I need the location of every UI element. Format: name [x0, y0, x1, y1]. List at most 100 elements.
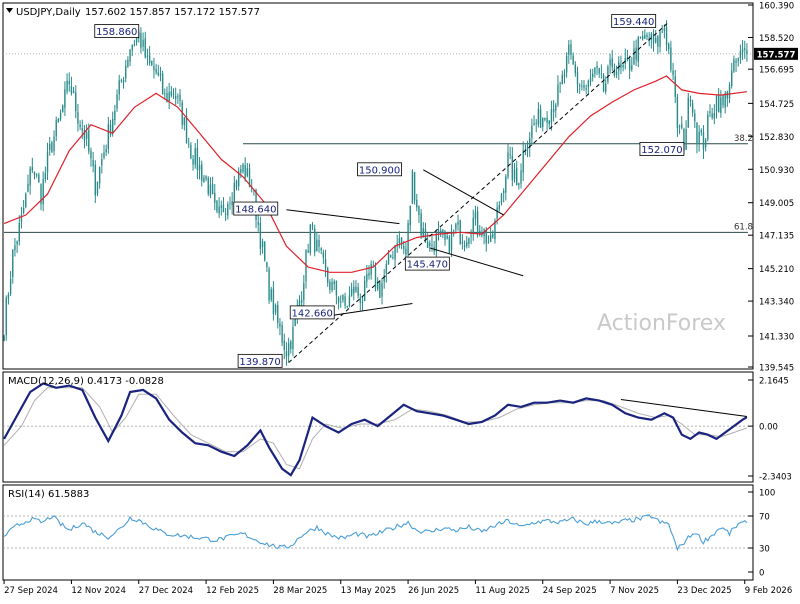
candle: [66, 73, 68, 95]
candle: [735, 58, 737, 73]
candle: [439, 227, 442, 237]
macd-signal-line: [3, 387, 748, 470]
price-callout-label: 159.440: [613, 17, 654, 28]
price-tick-label: 143.340: [759, 298, 794, 308]
price-tick-label: 145.210: [759, 265, 794, 275]
candle: [481, 226, 483, 238]
price-callout-label: 152.070: [641, 145, 682, 156]
candle: [654, 29, 657, 44]
candle: [737, 57, 739, 67]
candle: [416, 193, 418, 212]
candle: [146, 48, 149, 66]
candle: [281, 321, 283, 347]
candle: [322, 249, 325, 265]
candle: [722, 94, 724, 109]
candle: [103, 144, 105, 160]
candle: [290, 339, 292, 354]
last-price-badge: [754, 47, 798, 60]
candle: [359, 293, 361, 311]
candle: [444, 229, 446, 246]
time-tick-label: 13 May 2025: [341, 586, 396, 596]
candle: [685, 120, 687, 151]
candle: [670, 40, 672, 73]
candle: [190, 142, 192, 160]
candle: [587, 79, 590, 96]
candle: [746, 43, 748, 62]
trendlines: [286, 21, 670, 363]
candle: [379, 280, 381, 299]
macd-line: [3, 382, 748, 477]
candle: [390, 254, 392, 258]
candle: [153, 57, 155, 79]
candle: [122, 76, 125, 89]
candle: [502, 188, 505, 203]
candle: [92, 151, 94, 173]
candle: [116, 89, 118, 112]
candle: [68, 72, 70, 92]
candle: [515, 160, 518, 186]
candle: [287, 337, 290, 363]
candle: [600, 64, 603, 79]
candle: [77, 103, 79, 132]
candle: [42, 171, 44, 212]
candle: [48, 136, 51, 156]
candle: [652, 29, 655, 52]
candle: [631, 56, 633, 72]
price-tick-label: 149.005: [759, 199, 794, 209]
candle: [713, 104, 716, 125]
candle: [429, 240, 431, 252]
candle: [114, 104, 116, 126]
candle: [331, 278, 333, 293]
candle: [555, 102, 557, 118]
candle: [324, 249, 327, 277]
time-tick-label: 12 Nov 2024: [71, 586, 125, 596]
candle: [472, 209, 474, 241]
candle: [35, 173, 38, 178]
candle: [205, 175, 207, 182]
candle: [485, 227, 487, 252]
candle: [222, 197, 225, 213]
candle: [689, 95, 692, 107]
candle: [420, 209, 422, 239]
candle: [192, 154, 194, 171]
candle: [657, 35, 659, 55]
candle: [635, 39, 637, 67]
candle: [105, 144, 107, 156]
candle: [576, 66, 579, 94]
rsi-axis: 100 70 30 0: [748, 489, 775, 579]
candle: [231, 192, 233, 215]
candle: [7, 292, 10, 305]
time-tick-label: 27 Dec 2024: [139, 586, 193, 596]
candle: [450, 224, 453, 258]
last-price-marker: 157.577: [754, 47, 798, 60]
candle: [170, 86, 173, 98]
candle: [548, 120, 550, 128]
candle: [637, 35, 640, 68]
candle: [194, 142, 196, 169]
dropdown-arrow-icon[interactable]: [6, 8, 13, 13]
candle: [650, 32, 653, 49]
candle: [431, 236, 433, 252]
candle: [179, 88, 181, 107]
candle: [9, 271, 12, 297]
candle: [492, 230, 494, 239]
candle: [196, 139, 199, 180]
candle: [233, 175, 236, 203]
candle: [72, 86, 75, 94]
candle: [520, 163, 522, 189]
candle: [641, 30, 644, 41]
price-callout: 150.900: [357, 162, 402, 176]
price-tick-label: 139.545: [759, 364, 794, 374]
candle: [509, 146, 511, 160]
candle: [483, 227, 485, 245]
candle: [333, 279, 335, 290]
candle: [694, 109, 696, 128]
candle: [704, 138, 707, 152]
rsi-tick-label: 30: [759, 545, 770, 555]
candle: [148, 46, 151, 66]
candle: [448, 235, 451, 254]
candle: [526, 140, 529, 158]
candle: [535, 119, 537, 133]
price-tick-label: 158.520: [759, 34, 794, 44]
candle: [681, 116, 683, 130]
